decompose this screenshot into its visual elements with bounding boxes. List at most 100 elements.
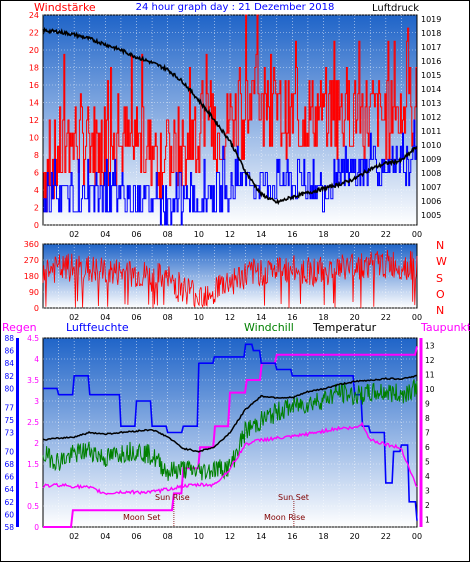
temperature-tick-label: 5 [425,458,430,467]
pressure-tick-label: 1012 [421,113,441,122]
wind-secondary-series [43,119,417,226]
pressure-tick-label: 1011 [421,127,441,136]
wind-direction-tick-label: 270 [24,256,39,265]
pressure-tick-label: 1010 [421,141,441,150]
humidity-tick-label: 88 [4,334,14,343]
panel3-x-tick-label: 06 [131,532,141,541]
panel-wind-pressure: 0246810121416182022241005100610071008100… [29,11,442,239]
temperature-tick-label: 8 [425,414,430,423]
humidity-tick-label: 66 [4,473,14,482]
sun-moon-annotations: Sun Rise Sun Set Moon Set Moon Rise [123,493,309,522]
temperature-label: Temperatur [312,321,377,334]
humidity-tick-label: 77 [4,403,14,412]
panel3-x-tick-label: 10 [194,532,204,541]
temperature-tick-label: 6 [425,443,430,452]
direction-label-o: O [436,288,445,301]
temperature-tick-label: 12 [425,356,435,365]
panel3-x-tick-label: 00 [412,532,422,541]
wind-speed-tick-label: 20 [29,46,39,55]
panel1-x-tick-label: 16 [287,230,297,239]
panel1-x-tick-label: 08 [163,230,173,239]
panel3-x-tick-label: 20 [350,532,360,541]
wind-speed-tick-label: 12 [29,116,39,125]
rain-series [43,346,418,528]
direction-label-n-top: N [436,239,444,252]
wind-speed-tick-label: 10 [29,134,39,143]
wind-speed-tick-label: 6 [34,169,39,178]
panel1-x-tick-label: 00 [412,230,422,239]
rain-tick-label: 1 [34,481,39,490]
panel2-x-tick-label: 02 [69,313,79,322]
panel3-x-tick-label: 02 [69,532,79,541]
pressure-tick-label: 1006 [421,197,441,206]
pressure-tick-label: 1017 [421,43,441,52]
humidity-tick-label: 64 [4,485,14,494]
wind-speed-tick-label: 4 [34,186,39,195]
rain-tick-label: 3.5 [27,376,39,385]
panel3-x-tick-label: 08 [163,532,173,541]
panel2-x-tick-label: 08 [163,313,173,322]
panel2-x-tick-label: 14 [256,313,266,322]
humidity-tick-label: 80 [4,384,14,393]
wind-direction-tick-label: 0 [34,304,39,313]
panel2-x-tick-label: 00 [412,313,422,322]
pressure-series [42,26,418,206]
wind-speed-tick-label: 24 [29,11,39,20]
humidity-label: Luftfeuchte [66,321,129,334]
windchill-series [42,379,418,481]
panel2-x-tick-label: 16 [287,313,297,322]
wind-speed-tick-label: 16 [29,81,39,90]
humidity-tick-label: 86 [4,347,14,356]
panel2-x-tick-label: 06 [131,313,141,322]
direction-label-s: S [436,272,443,285]
humidity-tick-label: 58 [4,523,14,532]
panel1-x-tick-label: 12 [225,230,235,239]
temperature-tick-label: 4 [425,472,430,481]
pressure-tick-label: 1008 [421,169,441,178]
wind-direction-series [42,249,418,309]
humidity-tick-label: 70 [4,447,14,456]
windchill-label: Windchill [244,321,294,334]
pressure-tick-label: 1019 [421,15,441,24]
pressure-tick-label: 1009 [421,155,441,164]
humidity-axis-bar [16,338,19,527]
panel3-x-tick-label: 14 [256,532,266,541]
direction-labels: N W S O N [436,239,447,317]
panel1-x-tick-label: 10 [194,230,204,239]
wind-direction-tick-label: 180 [24,272,39,281]
panel1-x-tick-label: 14 [256,230,266,239]
wind-speed-tick-label: 0 [34,221,39,230]
temperature-series [42,374,418,453]
temperature-tick-label: 7 [425,429,430,438]
sun-set-annotation: Sun Set [278,493,309,502]
humidity-tick-label: 60 [4,510,14,519]
panel3-x-tick-label: 18 [318,532,328,541]
panel3-x-tick-label: 12 [225,532,235,541]
rain-tick-label: 4 [34,355,39,364]
humidity-tick-label: 75 [4,416,14,425]
panel2-x-tick-label: 22 [381,313,391,322]
temperature-tick-label: 3 [425,487,430,496]
panel-temperature-humidity: 58606264666870737577808284868800.511.522… [4,334,434,541]
wind-speed-series [43,14,417,213]
sun-rise-annotation: Sun Rise [155,493,190,502]
humidity-tick-label: 68 [4,460,14,469]
rain-tick-label: 0 [34,523,39,532]
wind-speed-label: Windstärke [34,1,96,14]
pressure-tick-label: 1016 [421,57,441,66]
panel3-x-tick-label: 16 [287,532,297,541]
temperature-tick-label: 10 [425,385,435,394]
wind-speed-tick-label: 8 [34,151,39,160]
humidity-tick-label: 82 [4,372,14,381]
pressure-tick-label: 1007 [421,183,441,192]
wind-speed-tick-label: 2 [34,204,39,213]
panel2-x-tick-label: 04 [100,313,110,322]
panel2-x-tick-label: 10 [194,313,204,322]
dewpoint-series [42,421,418,496]
wind-speed-tick-label: 14 [29,99,39,108]
panel2-x-tick-label: 12 [225,313,235,322]
pressure-tick-label: 1013 [421,99,441,108]
temperature-tick-label: 9 [425,399,430,408]
